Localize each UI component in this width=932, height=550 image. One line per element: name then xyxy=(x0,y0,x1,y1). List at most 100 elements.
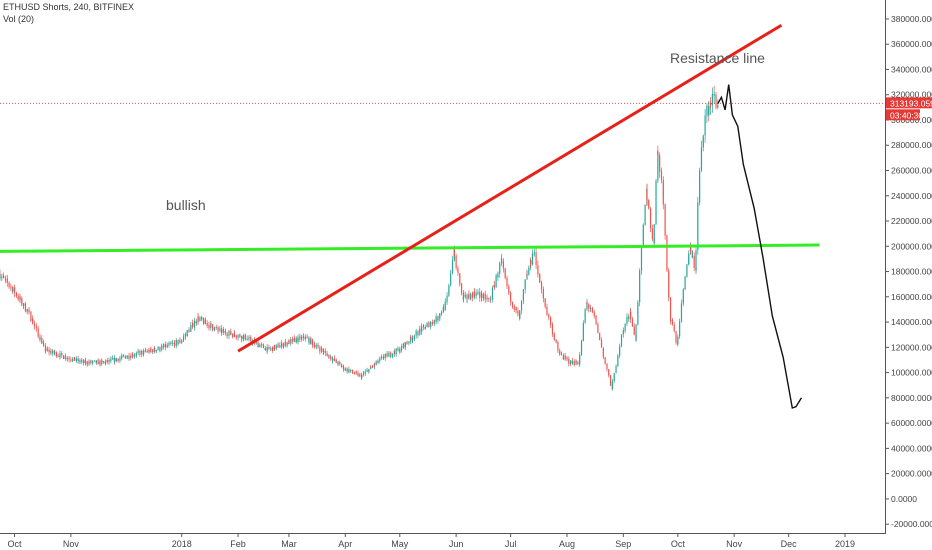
candle xyxy=(608,371,610,378)
candle xyxy=(604,357,606,365)
candle xyxy=(119,356,121,360)
candle xyxy=(268,347,270,351)
candle xyxy=(72,356,74,363)
x-tick-label: Mar xyxy=(281,539,297,549)
candle xyxy=(637,300,639,318)
candle xyxy=(671,318,673,326)
y-tick-label: 260000.0000 xyxy=(891,166,932,176)
candle xyxy=(155,349,157,354)
candle xyxy=(261,342,263,347)
price-axis-panel[interactable] xyxy=(885,0,932,550)
candle xyxy=(515,306,517,313)
resistance-line[interactable] xyxy=(237,23,783,353)
candle xyxy=(619,350,621,359)
candle xyxy=(108,357,110,363)
candle xyxy=(475,289,477,298)
candle xyxy=(669,315,672,325)
candle xyxy=(450,269,452,280)
candle xyxy=(502,260,504,273)
candle xyxy=(655,178,657,205)
candle xyxy=(406,340,408,345)
candle xyxy=(141,350,143,352)
candle xyxy=(619,343,621,352)
candle xyxy=(631,318,634,327)
y-tick-label: 20000.0000 xyxy=(891,469,932,479)
candle xyxy=(159,347,161,353)
candle xyxy=(133,353,136,357)
candle xyxy=(97,358,99,365)
candle xyxy=(182,333,185,342)
candle xyxy=(330,356,332,361)
candle xyxy=(613,376,615,384)
candle xyxy=(393,350,395,354)
candle xyxy=(399,347,401,355)
candle xyxy=(575,359,577,364)
candle xyxy=(437,317,439,324)
candle xyxy=(355,370,357,376)
candle xyxy=(693,256,695,271)
candle xyxy=(417,331,419,338)
y-tick-label: 380000.0000 xyxy=(891,14,932,24)
candle xyxy=(66,355,68,361)
candle xyxy=(39,336,41,340)
candle xyxy=(415,330,417,334)
candle xyxy=(460,288,463,296)
candle xyxy=(717,99,719,110)
candle xyxy=(68,356,70,363)
candle xyxy=(350,368,352,373)
x-tick-label: Nov xyxy=(63,539,80,549)
candle xyxy=(230,328,232,335)
candle xyxy=(513,305,515,312)
x-tick-label: Feb xyxy=(230,539,246,549)
candle xyxy=(649,214,652,233)
candle xyxy=(580,339,583,348)
candle xyxy=(440,310,443,317)
candle xyxy=(135,351,137,358)
candle xyxy=(706,103,708,117)
candle xyxy=(439,313,441,321)
candle xyxy=(3,272,5,278)
candle xyxy=(101,358,103,364)
projection-path[interactable] xyxy=(717,84,802,409)
candle xyxy=(315,342,317,348)
candle xyxy=(651,232,653,242)
candle xyxy=(500,257,503,263)
candle xyxy=(10,283,12,291)
candle xyxy=(308,336,310,345)
candle xyxy=(673,327,675,333)
candle xyxy=(519,310,521,321)
candle xyxy=(462,296,464,303)
candle xyxy=(137,348,139,353)
candle xyxy=(617,353,619,364)
candle xyxy=(511,301,514,309)
current-price-tag: 313193.0594 xyxy=(886,97,932,109)
candle xyxy=(279,342,281,347)
candle xyxy=(195,321,197,325)
candle xyxy=(333,355,335,362)
candle xyxy=(419,326,421,333)
candle xyxy=(615,364,617,369)
candle xyxy=(600,342,603,348)
candle xyxy=(210,322,212,327)
candle xyxy=(271,347,274,353)
candle xyxy=(326,353,328,356)
candle xyxy=(150,346,152,352)
candle xyxy=(497,271,499,281)
candle xyxy=(346,368,348,374)
candle xyxy=(491,285,494,300)
candle xyxy=(401,343,403,347)
candle xyxy=(544,301,546,309)
candle xyxy=(121,353,123,360)
candle xyxy=(459,280,461,287)
candle xyxy=(424,324,426,330)
candle xyxy=(660,170,663,184)
candle xyxy=(562,355,564,361)
candle xyxy=(113,355,116,363)
candle xyxy=(642,223,644,236)
candle xyxy=(455,257,457,271)
candle xyxy=(277,342,279,348)
candle xyxy=(588,305,590,313)
candle xyxy=(571,360,574,365)
candle xyxy=(446,292,448,303)
